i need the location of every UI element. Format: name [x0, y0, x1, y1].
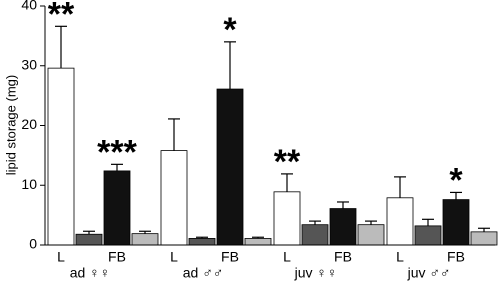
bar	[131, 233, 159, 246]
bar	[386, 197, 414, 246]
bar	[103, 170, 131, 246]
bar	[47, 67, 75, 246]
bar	[244, 238, 272, 246]
bar	[357, 224, 385, 246]
significance: *	[223, 11, 237, 49]
bar-label: FB	[334, 249, 352, 265]
y-axis-label: lipid storage (mg)	[3, 75, 18, 175]
x-tick-label: ad ♀♀	[70, 265, 110, 281]
x-tick-label: ad ♂♂	[183, 265, 223, 281]
bar-label: L	[396, 249, 404, 265]
x-tick-label: juv ♂♂	[407, 265, 451, 281]
y-tick-label: 0	[29, 236, 37, 252]
bar	[75, 233, 103, 246]
bar-label: L	[57, 249, 65, 265]
bar	[188, 238, 216, 246]
bar-label: FB	[108, 249, 126, 265]
bar	[442, 199, 470, 246]
bar-label: L	[283, 249, 291, 265]
bar	[160, 150, 188, 246]
bar-label: FB	[221, 249, 239, 265]
y-tick-label: 10	[21, 176, 37, 192]
bar	[414, 225, 442, 246]
bar	[301, 224, 329, 246]
x-tick-label: juv ♀♀	[294, 265, 338, 281]
bar	[470, 231, 498, 246]
bar	[273, 191, 301, 246]
y-tick-label: 30	[21, 56, 37, 72]
y-tick-label: 40	[21, 0, 37, 13]
bar	[329, 208, 357, 246]
bar	[216, 88, 244, 246]
significance: ***	[97, 133, 137, 171]
bar-label: FB	[447, 249, 465, 265]
y-tick-label: 20	[21, 116, 37, 132]
bar-label: L	[170, 249, 178, 265]
significance: **	[48, 0, 75, 33]
significance: *	[449, 161, 463, 199]
significance: **	[274, 143, 301, 181]
